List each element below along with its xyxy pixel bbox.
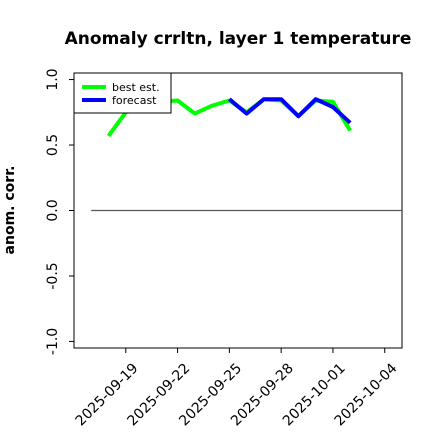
legend-label: best est. [112, 81, 160, 94]
y-tick-label: 1.0 [45, 68, 61, 90]
y-tick-label: -1.0 [45, 328, 61, 355]
legend-label: forecast [112, 94, 157, 107]
x-axis: 2025-09-192025-09-222025-09-252025-09-28… [73, 348, 401, 429]
y-axis-label: anom. corr. [2, 166, 18, 255]
y-tick-label: 0.5 [45, 134, 61, 156]
y-tick-label: 0.0 [45, 199, 61, 221]
y-tick-label: -0.5 [45, 262, 61, 289]
series-line-forecast [228, 97, 352, 125]
legend-box [73, 72, 172, 114]
y-axis: -1.0 -0.5 0.0 0.5 1.0 [45, 68, 74, 355]
chart-title: Anomaly crrltn, layer 1 temperature [65, 29, 412, 49]
legend: best est.forecast [73, 72, 172, 114]
